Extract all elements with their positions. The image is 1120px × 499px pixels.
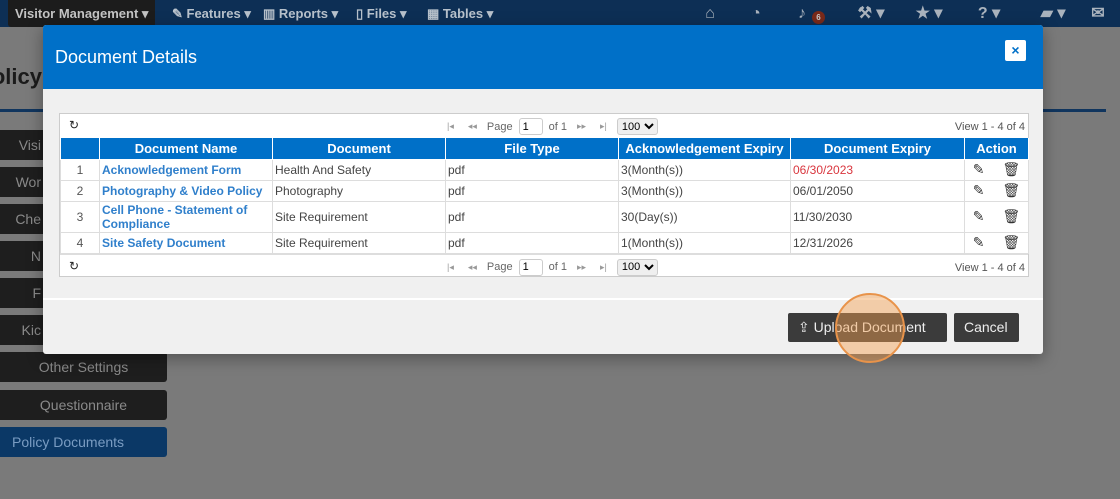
document-name-link[interactable]: Acknowledgement Form	[99, 158, 273, 181]
prev-page-icon[interactable]: ◂◂	[467, 261, 477, 272]
document-name-link[interactable]: Site Safety Document	[99, 231, 273, 254]
last-page-icon[interactable]: ▸|	[600, 261, 607, 272]
next-page-icon[interactable]: ▸▸	[576, 121, 587, 131]
cancel-button[interactable]: Cancel	[954, 313, 1019, 342]
table-row[interactable]: 2 Photography & Video Policy Photography…	[60, 179, 1029, 202]
top-navbar: Visitor Management ▾ ✎ Features ▾ ▥ Repo…	[0, 0, 1120, 27]
row-number: 3	[60, 200, 100, 233]
dashboard-icon[interactable]: ◔	[751, 5, 761, 22]
document-name-link[interactable]: Photography & Video Policy	[99, 179, 273, 202]
last-page-icon[interactable]: ▸|	[600, 121, 607, 131]
refresh-icon[interactable]: ↻	[69, 258, 80, 273]
ack-expiry-cell: 3(Month(s))	[618, 179, 791, 202]
col-action: Action	[964, 138, 1029, 160]
modal-title: Document Details	[55, 47, 198, 67]
table-row[interactable]: 3 Cell Phone - Statement of Compliance S…	[60, 200, 1029, 233]
menu-tables[interactable]: ▦ Tables ▾	[427, 6, 494, 21]
action-cell: ✎ 🗑	[964, 231, 1029, 254]
title-underline-right	[1043, 109, 1106, 112]
col-file-type[interactable]: File Type	[445, 138, 619, 160]
next-page-icon[interactable]: ▸▸	[576, 261, 587, 272]
file-type-cell: pdf	[445, 231, 619, 254]
app-menu[interactable]: Visitor Management ▾	[8, 0, 156, 27]
trash-icon[interactable]: 🗑	[1002, 208, 1021, 224]
file-type-cell: pdf	[445, 158, 619, 181]
trash-icon[interactable]: 🗑	[1002, 161, 1021, 177]
upload-icon: ⇪	[798, 319, 810, 335]
envelope-icon[interactable]: ✉	[1091, 5, 1105, 22]
ack-expiry-cell: 1(Month(s))	[618, 231, 791, 254]
bell-icon[interactable]: ♪	[798, 5, 806, 22]
file-type-cell: pdf	[445, 200, 619, 233]
col-doc-expiry[interactable]: Document Expiry	[790, 138, 965, 160]
edit-icon[interactable]: ✎	[972, 161, 985, 177]
first-page-icon[interactable]: |◂	[447, 261, 454, 272]
col-ack-expiry[interactable]: Acknowledgement Expiry	[618, 138, 791, 160]
footer-divider	[43, 298, 1043, 300]
table-row[interactable]: 4 Site Safety Document Site Requirement …	[60, 231, 1029, 254]
first-page-icon[interactable]: |◂	[447, 121, 454, 131]
help-icon[interactable]: ? ▾	[977, 5, 1001, 22]
document-cell: Health And Safety	[272, 158, 446, 181]
home-icon[interactable]: ⌂	[705, 5, 715, 22]
book-icon[interactable]: ▰ ▾	[1040, 5, 1066, 22]
sidebar-item-questionnaire[interactable]: Questionnaire	[0, 390, 167, 420]
star-icon[interactable]: ★ ▾	[915, 5, 943, 22]
row-number: 2	[60, 179, 100, 202]
document-cell: Photography	[272, 179, 446, 202]
document-cell: Site Requirement	[272, 200, 446, 233]
doc-expiry-cell: 11/30/2030	[790, 200, 965, 233]
table-row[interactable]: 1 Acknowledgement Form Health And Safety…	[60, 158, 1029, 181]
sidebar-item-policy-documents[interactable]: Policy Documents	[0, 427, 167, 457]
edit-icon[interactable]: ✎	[972, 182, 985, 198]
refresh-icon[interactable]: ↻	[69, 118, 80, 132]
notification-badge: 6	[812, 11, 825, 24]
click-indicator	[835, 293, 905, 363]
title-underline	[0, 109, 45, 112]
row-number: 1	[60, 158, 100, 181]
menu-reports[interactable]: ▥ Reports ▾	[263, 6, 339, 21]
action-cell: ✎ 🗑	[964, 200, 1029, 233]
page-size-select[interactable]: 100	[616, 258, 658, 276]
doc-expiry-cell: 12/31/2026	[790, 231, 965, 254]
action-cell: ✎ 🗑	[964, 158, 1029, 181]
page-size-select[interactable]: 100	[616, 118, 658, 135]
wrench-icon[interactable]: ⚒ ▾	[857, 5, 885, 22]
edit-icon[interactable]: ✎	[972, 234, 985, 250]
row-number: 4	[60, 231, 100, 254]
view-count: View 1 - 4 of 4	[954, 261, 1025, 274]
file-type-cell: pdf	[445, 179, 619, 202]
document-name-link[interactable]: Cell Phone - Statement of Compliance	[99, 200, 273, 233]
view-count: View 1 - 4 of 4	[954, 121, 1025, 133]
document-details-modal: Document Details × ↻ |◂◂◂ Page of 1 ▸▸▸|…	[43, 25, 1043, 354]
prev-page-icon[interactable]: ◂◂	[467, 121, 477, 131]
grid-toolbar-top: ↻ |◂◂◂ Page of 1 ▸▸▸| 100 View 1 - 4 of …	[60, 114, 1028, 138]
ack-expiry-cell: 30(Day(s))	[618, 200, 791, 233]
edit-icon[interactable]: ✎	[972, 208, 985, 224]
page-input[interactable]	[518, 118, 543, 135]
grid-toolbar-bottom: ↻ |◂◂◂ Page of 1 ▸▸▸| 100 View 1 - 4 of …	[60, 253, 1028, 278]
sidebar-item-other-settings[interactable]: Other Settings	[0, 352, 167, 382]
doc-expiry-cell: 06/01/2050	[790, 179, 965, 202]
pager-bottom: |◂◂◂ Page of 1 ▸▸▸| 100	[443, 258, 658, 276]
page-input[interactable]	[518, 258, 543, 276]
ack-expiry-cell: 3(Month(s))	[618, 158, 791, 181]
documents-grid: ↻ |◂◂◂ Page of 1 ▸▸▸| 100 View 1 - 4 of …	[59, 113, 1029, 277]
col-document-name[interactable]: Document Name	[99, 138, 273, 160]
trash-icon[interactable]: 🗑	[1002, 182, 1021, 198]
col-document[interactable]: Document	[272, 138, 446, 160]
trash-icon[interactable]: 🗑	[1002, 234, 1021, 250]
menu-features[interactable]: ✎ Features ▾	[172, 6, 251, 21]
page-title: olicy	[0, 64, 42, 89]
menu-files[interactable]: ▯ Files ▾	[356, 6, 407, 21]
document-cell: Site Requirement	[272, 231, 446, 254]
close-button[interactable]: ×	[1005, 40, 1026, 61]
action-cell: ✎ 🗑	[964, 179, 1029, 202]
doc-expiry-cell: 06/30/2023	[790, 158, 965, 181]
col-rownum	[60, 138, 100, 160]
documents-table: Document Name Document File Type Acknowl…	[60, 138, 1029, 254]
modal-header: Document Details	[43, 25, 1043, 89]
pager: |◂◂◂ Page of 1 ▸▸▸| 100	[443, 118, 658, 135]
